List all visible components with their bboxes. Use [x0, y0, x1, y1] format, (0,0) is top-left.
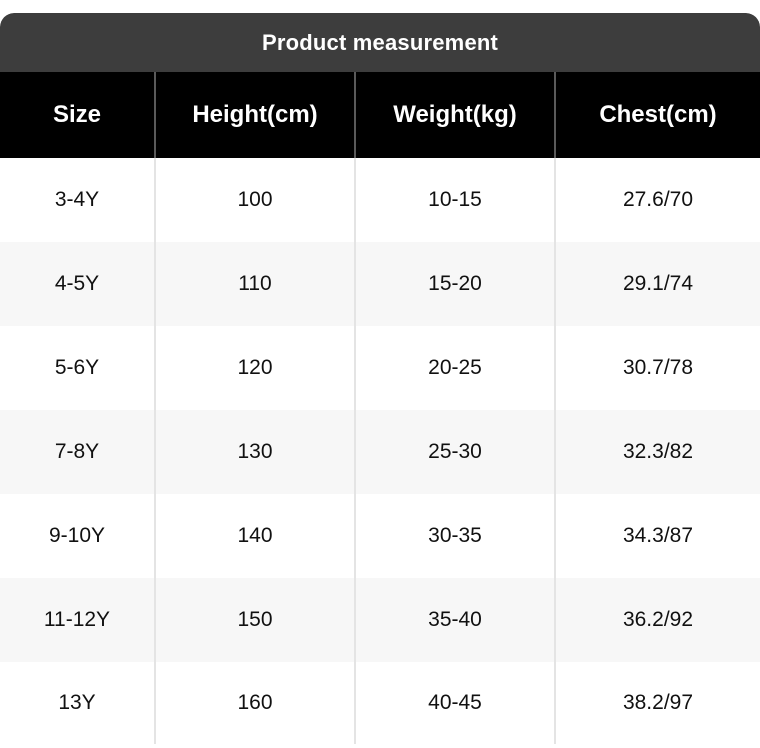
cell-size: 11-12Y — [0, 578, 156, 662]
cell-height: 100 — [155, 158, 356, 242]
column-header-chest: Chest(cm) — [555, 72, 760, 158]
card-title: Product measurement — [0, 13, 760, 72]
cell-size: 3-4Y — [0, 158, 156, 242]
cell-weight: 30-35 — [355, 494, 556, 578]
table-row: 7-8Y 130 25-30 32.3/82 — [0, 410, 760, 494]
cell-chest: 34.3/87 — [555, 494, 760, 578]
cell-height: 140 — [155, 494, 356, 578]
cell-size: 5-6Y — [0, 326, 156, 410]
cell-chest: 29.1/74 — [555, 242, 760, 326]
column-header-height: Height(cm) — [155, 72, 356, 158]
table-row: 4-5Y 110 15-20 29.1/74 — [0, 242, 760, 326]
cell-height: 150 — [155, 578, 356, 662]
cell-chest: 27.6/70 — [555, 158, 760, 242]
cell-height: 130 — [155, 410, 356, 494]
table-row: 5-6Y 120 20-25 30.7/78 — [0, 326, 760, 410]
cell-height: 160 — [155, 662, 356, 744]
table-row: 9-10Y 140 30-35 34.3/87 — [0, 494, 760, 578]
table-row: 3-4Y 100 10-15 27.6/70 — [0, 158, 760, 242]
cell-weight: 25-30 — [355, 410, 556, 494]
header-row: Size Height(cm) Weight(kg) Chest(cm) — [0, 72, 760, 158]
cell-chest: 38.2/97 — [555, 662, 760, 744]
table-header: Size Height(cm) Weight(kg) Chest(cm) — [0, 72, 760, 158]
cell-weight: 20-25 — [355, 326, 556, 410]
measurement-table: Size Height(cm) Weight(kg) Chest(cm) 3-4… — [0, 72, 760, 744]
column-header-size: Size — [0, 72, 156, 158]
cell-height: 120 — [155, 326, 356, 410]
cell-size: 9-10Y — [0, 494, 156, 578]
table-body: 3-4Y 100 10-15 27.6/70 4-5Y 110 15-20 29… — [0, 158, 760, 744]
table-row: 13Y 160 40-45 38.2/97 — [0, 662, 760, 744]
cell-size: 4-5Y — [0, 242, 156, 326]
column-header-weight: Weight(kg) — [355, 72, 556, 158]
cell-chest: 30.7/78 — [555, 326, 760, 410]
cell-size: 13Y — [0, 662, 156, 744]
cell-weight: 35-40 — [355, 578, 556, 662]
cell-weight: 15-20 — [355, 242, 556, 326]
cell-chest: 32.3/82 — [555, 410, 760, 494]
cell-weight: 40-45 — [355, 662, 556, 744]
cell-weight: 10-15 — [355, 158, 556, 242]
table-row: 11-12Y 150 35-40 36.2/92 — [0, 578, 760, 662]
cell-chest: 36.2/92 — [555, 578, 760, 662]
product-measurement-card: Product measurement Size Height(cm) Weig… — [0, 13, 760, 744]
cell-height: 110 — [155, 242, 356, 326]
cell-size: 7-8Y — [0, 410, 156, 494]
